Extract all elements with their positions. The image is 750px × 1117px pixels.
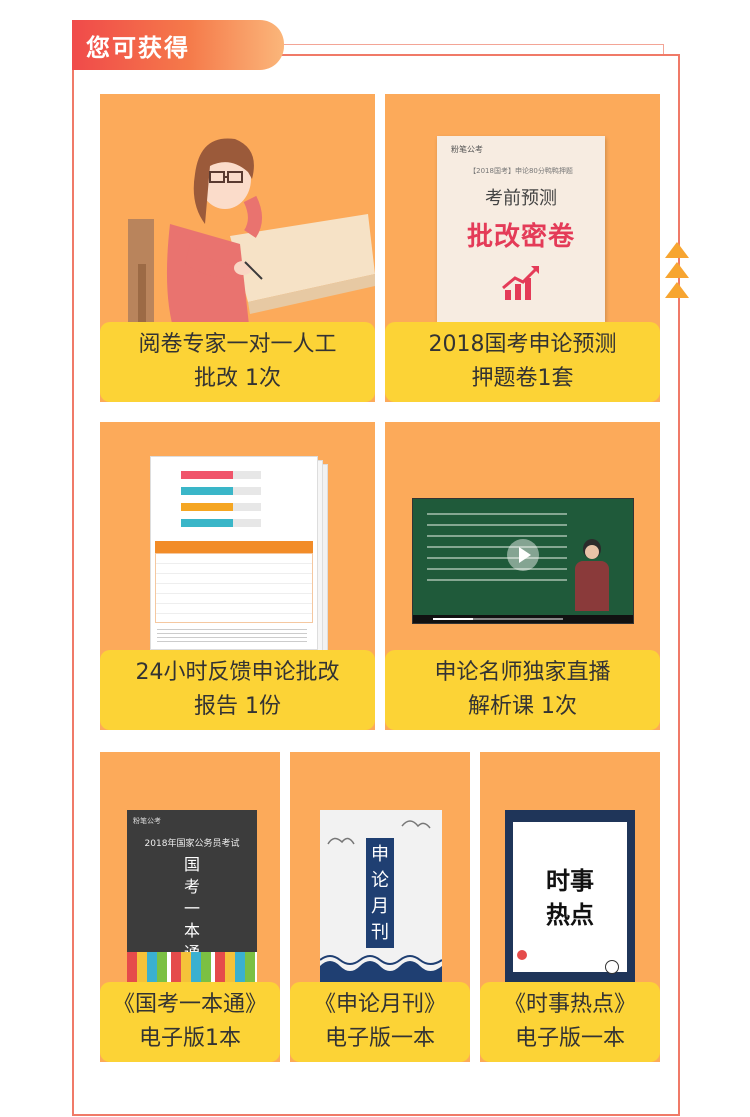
paper-title-2: 批改密卷 — [466, 222, 575, 252]
book-cover-hotspots: 时事 热点 — [505, 810, 635, 982]
benefit-card-ebook-guide[interactable]: 粉笔公考 2018年国家公务员考试 国考一本通 《国考一本通》 电子版1本 — [100, 752, 280, 1062]
paper-subtitle: 【2018国考】申论80分鸭鸭押题 — [469, 167, 573, 175]
benefit-caption: 《国考一本通》 电子版1本 — [100, 982, 280, 1062]
benefit-caption: 阅卷专家一对一人工 批改 1次 — [100, 322, 375, 402]
books-row — [127, 952, 257, 982]
book-title-vertical: 国考一本通 — [183, 855, 200, 962]
section-tab: 您可获得 — [72, 20, 284, 70]
up-triangle-icon — [665, 262, 689, 278]
trend-chart-icon — [502, 266, 539, 300]
benefit-caption: 《申论月刊》 电子版一本 — [290, 982, 470, 1062]
report-page — [150, 456, 318, 650]
benefit-card-exam-paper[interactable]: 粉笔公考 【2018国考】申论80分鸭鸭押题 考前预测 批改密卷 2018国考申… — [385, 94, 660, 402]
up-triangle-icon — [665, 242, 689, 258]
book-cover-guide: 粉笔公考 2018年国家公务员考试 国考一本通 — [127, 810, 257, 982]
exam-paper-cover: 粉笔公考 【2018国考】申论80分鸭鸭押题 考前预测 批改密卷 — [437, 136, 605, 322]
benefit-caption: 《时事热点》 电子版一本 — [480, 982, 660, 1062]
book-cover-monthly: 申论月刊 — [320, 810, 442, 982]
brand-label: 粉笔公考 — [451, 145, 483, 154]
benefit-card-report[interactable]: 24小时反馈申论批改 报告 1份 — [100, 422, 375, 730]
book-title-vertical: 申论月刊 — [366, 838, 394, 948]
benefit-card-ebook-monthly[interactable]: 申论月刊 《申论月刊》 电子版一本 — [290, 752, 470, 1062]
benefit-caption: 24小时反馈申论批改 报告 1份 — [100, 650, 375, 730]
video-control-bar[interactable] — [413, 615, 633, 623]
side-arrows — [664, 242, 690, 300]
report-stack — [150, 456, 328, 658]
benefit-card-live-class[interactable]: 申论名师独家直播 解析课 1次 — [385, 422, 660, 730]
paper-title-1: 考前预测 — [485, 188, 557, 209]
section-title: 您可获得 — [86, 34, 190, 62]
teacher-illustration — [128, 138, 375, 334]
book-title: 时事 热点 — [546, 867, 594, 929]
play-icon[interactable] — [507, 539, 539, 571]
teacher-figure — [573, 539, 611, 611]
video-player[interactable] — [412, 498, 634, 624]
benefit-card-grading[interactable]: 阅卷专家一对一人工 批改 1次 — [100, 94, 375, 402]
benefit-card-ebook-hotspots[interactable]: 时事 热点 《时事热点》 电子版一本 — [480, 752, 660, 1062]
benefit-caption: 申论名师独家直播 解析课 1次 — [385, 650, 660, 730]
benefit-caption: 2018国考申论预测 押题卷1套 — [385, 322, 660, 402]
up-triangle-icon — [665, 282, 689, 298]
